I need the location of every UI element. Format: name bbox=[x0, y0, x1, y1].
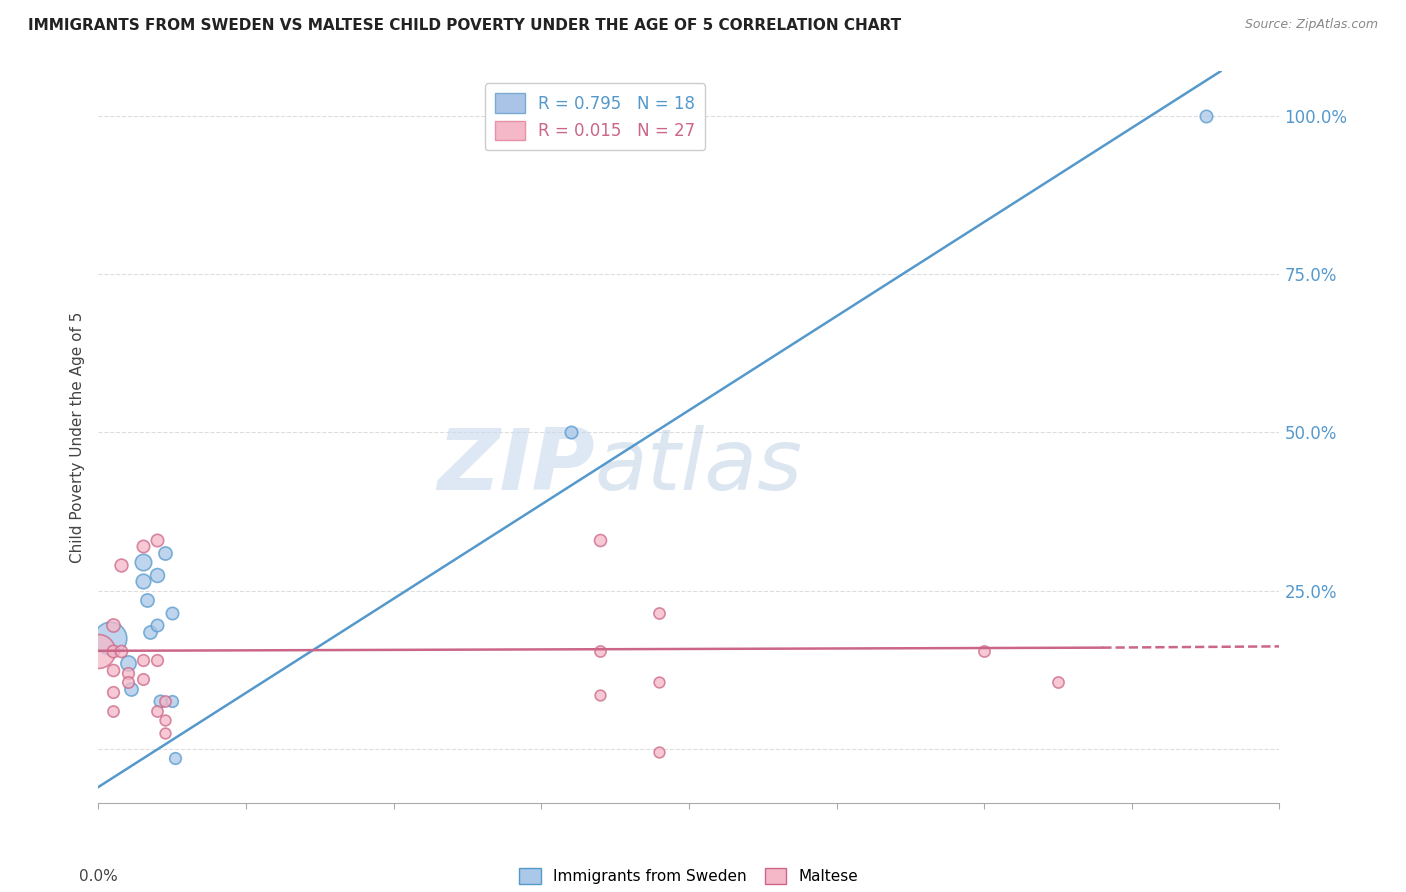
Point bbox=[648, 606, 671, 620]
Point bbox=[153, 726, 176, 740]
Y-axis label: Child Poverty Under the Age of 5: Child Poverty Under the Age of 5 bbox=[70, 311, 86, 563]
Point bbox=[153, 694, 176, 708]
Point bbox=[110, 558, 132, 573]
Point bbox=[973, 644, 995, 658]
Point bbox=[132, 653, 155, 667]
Text: 0.0%: 0.0% bbox=[79, 869, 118, 884]
Point bbox=[560, 425, 582, 440]
Point bbox=[103, 685, 125, 699]
Point bbox=[136, 593, 159, 607]
Legend: Immigrants from Sweden, Maltese: Immigrants from Sweden, Maltese bbox=[513, 862, 865, 890]
Point bbox=[648, 675, 671, 690]
Point bbox=[1046, 675, 1069, 690]
Text: Source: ZipAtlas.com: Source: ZipAtlas.com bbox=[1244, 18, 1378, 31]
Point bbox=[132, 539, 155, 553]
Point bbox=[98, 631, 121, 645]
Point bbox=[153, 714, 176, 728]
Point bbox=[146, 533, 169, 547]
Point bbox=[117, 665, 139, 680]
Point bbox=[149, 694, 172, 708]
Point bbox=[103, 704, 125, 718]
Text: ZIP: ZIP bbox=[437, 425, 595, 508]
Point bbox=[110, 644, 132, 658]
Point bbox=[589, 644, 612, 658]
Point bbox=[165, 751, 187, 765]
Point bbox=[589, 533, 612, 547]
Point bbox=[146, 618, 169, 632]
Point bbox=[146, 653, 169, 667]
Point bbox=[153, 546, 176, 560]
Point bbox=[103, 663, 125, 677]
Point bbox=[648, 109, 671, 123]
Point bbox=[1194, 109, 1216, 123]
Point bbox=[103, 644, 125, 658]
Point bbox=[139, 624, 162, 639]
Point bbox=[589, 688, 612, 702]
Point bbox=[132, 574, 155, 589]
Point bbox=[664, 109, 686, 123]
Point bbox=[162, 606, 183, 620]
Point bbox=[146, 567, 169, 582]
Point bbox=[132, 673, 155, 687]
Point bbox=[117, 657, 139, 671]
Point bbox=[87, 644, 110, 658]
Point bbox=[648, 745, 671, 759]
Point bbox=[117, 675, 139, 690]
Point bbox=[146, 704, 169, 718]
Text: IMMIGRANTS FROM SWEDEN VS MALTESE CHILD POVERTY UNDER THE AGE OF 5 CORRELATION C: IMMIGRANTS FROM SWEDEN VS MALTESE CHILD … bbox=[28, 18, 901, 33]
Point bbox=[103, 618, 125, 632]
Point bbox=[162, 694, 183, 708]
Point bbox=[132, 555, 155, 569]
Text: atlas: atlas bbox=[595, 425, 803, 508]
Point bbox=[120, 681, 142, 696]
